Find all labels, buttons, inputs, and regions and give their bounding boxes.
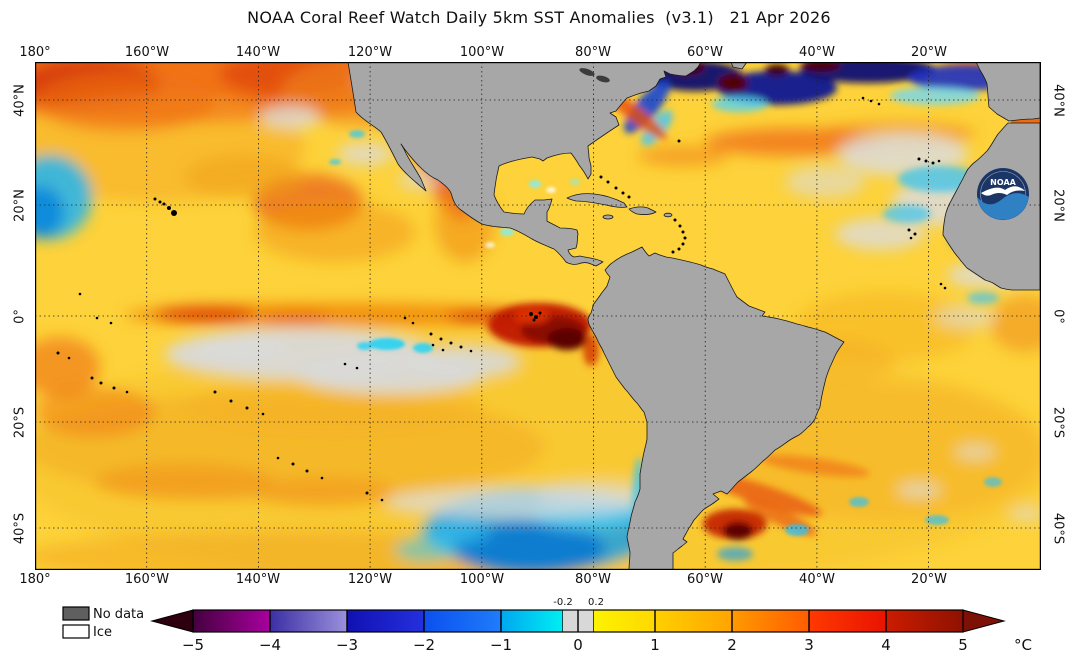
colorbar-right-arrow	[962, 609, 1006, 633]
svg-text:4: 4	[881, 636, 891, 654]
no-data-swatch	[62, 606, 90, 621]
land-north-america	[347, 62, 702, 267]
lat-label-left: 0°	[12, 309, 28, 324]
lon-label-top: 160°W	[124, 45, 170, 60]
sst-anomaly-map: NOAA	[35, 62, 1041, 570]
svg-text:1: 1	[650, 636, 660, 654]
svg-text:−4: −4	[259, 636, 281, 654]
colorbar-tick-labels: −5 −4 −3 −2 −1 0 1 2 3 4 5	[182, 636, 968, 654]
page-title: NOAA Coral Reef Watch Daily 5km SST Anom…	[247, 8, 831, 27]
svg-text:3: 3	[804, 636, 814, 654]
land-newfoundland	[730, 62, 748, 70]
lon-label-top: 80°W	[575, 45, 611, 60]
noaa-logo: NOAA	[977, 168, 1029, 220]
lat-label-left: 40°N	[12, 84, 28, 117]
land-jamaica	[602, 214, 614, 220]
noaa-logo-gull-icon	[981, 186, 1025, 196]
noaa-logo-text: NOAA	[990, 178, 1016, 187]
no-data-label: No data	[93, 607, 144, 622]
lat-label-left: 20°N	[12, 189, 28, 222]
lon-label-top: 100°W	[459, 45, 505, 60]
anomaly-field-detail	[488, 62, 1041, 567]
colorbar: −5 −4 −3 −2 −1 0 1 2 3 4 5 -0.2 0.2 °C	[150, 597, 1032, 654]
map-border	[35, 62, 1041, 570]
noaa-logo-wave	[977, 193, 1029, 220]
svg-text:5: 5	[958, 636, 968, 654]
land-puerto-rico	[663, 212, 673, 218]
lat-label-right: 20°N	[1050, 189, 1066, 222]
svg-text:−2: −2	[413, 636, 435, 654]
ice-label: Ice	[93, 625, 112, 640]
lon-label-top: 60°W	[687, 45, 723, 60]
lon-label-bottom: 180°	[19, 572, 51, 587]
lat-label-right: 0°	[1050, 309, 1066, 324]
lat-label-right: 40°N	[1050, 84, 1066, 117]
lon-label-bottom: 120°W	[347, 572, 393, 587]
great-lakes	[579, 68, 610, 83]
lon-label-bottom: 80°W	[575, 572, 611, 587]
svg-text:-0.2: -0.2	[553, 597, 573, 608]
lon-label-bottom: 140°W	[235, 572, 281, 587]
lat-label-right: 20°S	[1050, 406, 1066, 439]
land-cuba	[566, 193, 628, 208]
legend-and-colorbar: No data Ice −5 −4 −3 −2 −1	[0, 590, 1078, 658]
land-iberia	[975, 62, 1041, 122]
anomaly-specks	[329, 123, 1002, 536]
graticule	[35, 62, 1041, 570]
lat-label-left: 40°S	[12, 512, 28, 545]
lon-label-top: 20°W	[911, 45, 947, 60]
lon-label-bottom: 40°W	[799, 572, 835, 587]
svg-text:0.2: 0.2	[588, 597, 604, 608]
svg-text:−5: −5	[182, 636, 204, 654]
lon-label-bottom: 160°W	[124, 572, 170, 587]
colorbar-unit-label: °C	[1014, 636, 1032, 654]
island-specks	[56, 96, 947, 502]
lon-label-top: 120°W	[347, 45, 393, 60]
lon-label-top: 140°W	[235, 45, 281, 60]
svg-text:−3: −3	[336, 636, 358, 654]
lat-label-right: 40°S	[1050, 512, 1066, 545]
lon-label-bottom: 100°W	[459, 572, 505, 587]
colorbar-left-arrow	[150, 609, 194, 633]
land-hispaniola	[628, 206, 657, 215]
svg-text:2: 2	[727, 636, 737, 654]
lon-label-top: 40°W	[799, 45, 835, 60]
lon-label-bottom: 20°W	[911, 572, 947, 587]
land-south-america	[587, 246, 845, 570]
colorbar-upper-labels: -0.2 0.2	[553, 597, 604, 608]
lon-label-top: 180°	[19, 45, 51, 60]
lat-label-left: 20°S	[12, 406, 28, 439]
colorbar-outline	[192, 609, 964, 633]
lon-label-bottom: 60°W	[687, 572, 723, 587]
ice-swatch	[62, 624, 90, 639]
svg-text:0: 0	[573, 636, 583, 654]
svg-text:−1: −1	[490, 636, 512, 654]
